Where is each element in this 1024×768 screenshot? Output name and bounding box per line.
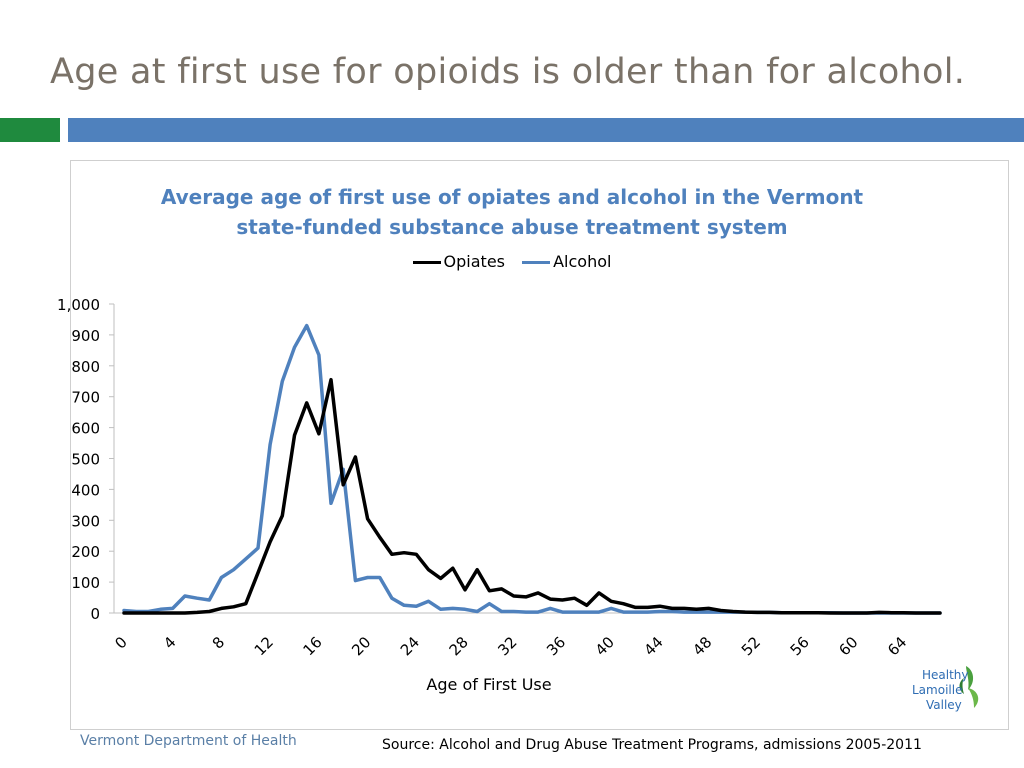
y-tick-label: 400 [71,481,100,499]
x-tick-label: 52 [738,633,764,659]
chart-frame [70,160,1009,730]
series-line-opiates [122,377,942,615]
y-tick-label: 300 [71,512,100,530]
y-tick-label: 600 [71,420,100,438]
svg-text:Healthy: Healthy [922,668,969,682]
accent-bar-green [0,118,60,142]
legend-swatch-alcohol [522,261,551,264]
x-tick-label: 4 [160,633,179,652]
chart-title: Average age of first use of opiates and … [0,182,1024,242]
svg-text:Lamoille: Lamoille [912,683,962,697]
footer-organization: Vermont Department of Health [80,733,297,749]
x-tick-label: 40 [592,633,618,659]
y-tick-label: 1,000 [57,296,100,314]
x-tick-label: 44 [640,633,666,659]
legend-item-alcohol: Alcohol [522,252,611,271]
x-tick-label: 60 [835,633,861,659]
x-tick-label: 20 [348,633,374,659]
chart-title-line-1: Average age of first use of opiates and … [160,185,864,209]
accent-bar-blue [68,118,1024,142]
x-tick-label: 24 [397,633,423,659]
x-tick-label: 56 [787,633,813,659]
footer-source: Source: Alcohol and Drug Abuse Treatment… [382,737,922,753]
y-tick-label: 700 [71,389,100,407]
x-axis-title: Age of First Use [426,675,551,694]
y-tick-label: 800 [71,358,100,376]
x-tick-label: 12 [251,633,277,659]
series-line-alcohol [122,323,942,615]
logo-graphic: Healthy Lamoille Valley [912,666,979,712]
x-tick-label: 28 [446,633,472,659]
legend-swatch-opiates [412,261,441,264]
y-tick-label: 900 [71,327,100,345]
y-tick-label: 100 [71,574,100,592]
chart-legend: Opiates Alcohol [0,252,1024,271]
legend-label-alcohol: Alcohol [553,252,612,271]
x-tick-label: 36 [543,633,569,659]
slide-title: Age at first use for opioids is older th… [50,52,966,92]
x-tick-label: 32 [494,633,520,659]
legend-item-opiates: Opiates [412,252,505,271]
x-tick-label: 64 [884,633,910,659]
y-tick-label: 500 [71,451,100,469]
chart-title-line-2: state-funded substance abuse treatment s… [236,215,788,239]
y-tick-label: 200 [71,543,100,561]
y-tick-label: 0 [90,605,100,623]
legend-label-opiates: Opiates [443,252,505,271]
x-tick-label: 48 [689,633,715,659]
svg-text:Valley: Valley [926,698,962,712]
healthy-lamoille-valley-logo: Healthy Lamoille Valley [908,660,988,720]
x-tick-label: 0 [111,633,130,652]
x-tick-label: 8 [209,633,228,652]
x-tick-label: 16 [299,633,325,659]
